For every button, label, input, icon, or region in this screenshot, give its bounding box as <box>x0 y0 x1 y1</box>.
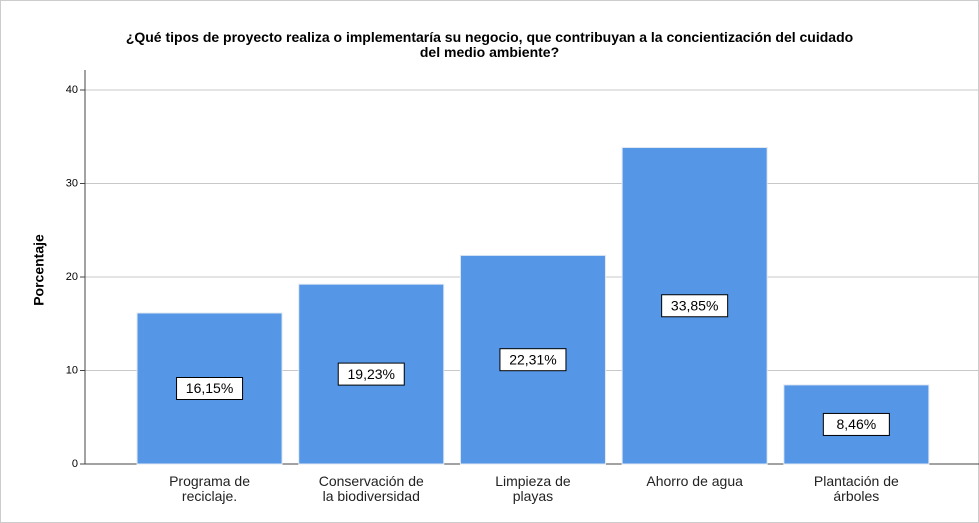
y-tick-label: 20 <box>66 271 78 283</box>
value-label-box <box>661 294 729 318</box>
y-tick-label: 30 <box>66 177 78 189</box>
x-tick-label: Programa de reciclaje. <box>169 473 251 504</box>
value-label: 16,15% <box>186 380 233 396</box>
chart-title: ¿Qué tipos de proyecto realiza o impleme… <box>125 29 854 60</box>
value-label-box <box>337 362 405 386</box>
x-tick-label: Conservación de la biodiversidad <box>318 473 424 504</box>
x-tick-label: Ahorro de agua <box>646 473 743 489</box>
y-axis-label: Porcentaje <box>31 234 47 306</box>
value-label: 8,46% <box>836 416 876 432</box>
value-label-box <box>176 376 244 400</box>
x-tick-label: Limpieza de playas <box>495 473 571 504</box>
x-tick-label: Plantación de árboles <box>813 473 899 504</box>
y-tick-label: 40 <box>66 84 78 96</box>
y-tick-label: 0 <box>72 458 78 470</box>
value-label: 33,85% <box>671 297 718 313</box>
value-label: 22,31% <box>509 351 556 367</box>
y-tick-label: 10 <box>66 364 78 376</box>
value-label: 19,23% <box>348 366 395 382</box>
value-label-box <box>822 412 890 436</box>
value-label-box <box>499 348 567 372</box>
